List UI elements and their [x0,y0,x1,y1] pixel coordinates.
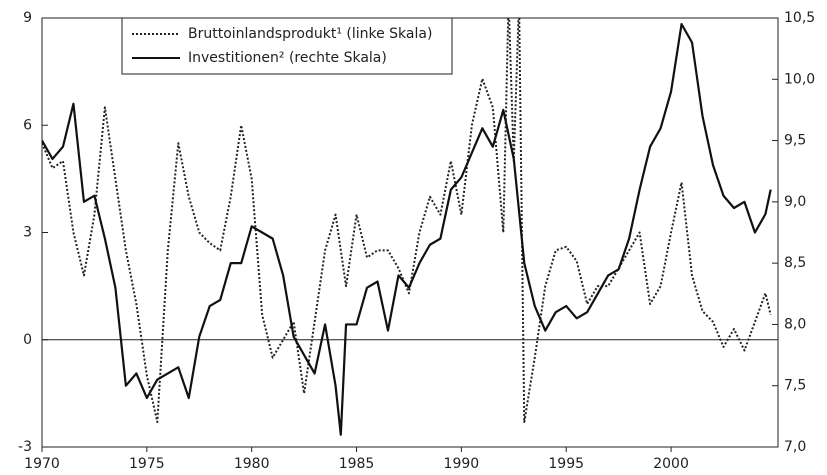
x-tick-label: 1975 [129,456,165,472]
y2-tick-label: 9,5 [784,133,806,149]
y-tick-label: 0 [23,332,32,348]
x-tick-label: 1995 [548,456,584,472]
series-line [42,23,772,436]
y-tick-label: 9 [23,10,32,26]
x-tick-label: 1985 [339,456,375,472]
legend-box [121,17,453,75]
y2-tick-label: 10,5 [784,10,815,26]
x-tick-label: 2000 [653,456,689,472]
series-line [42,18,772,423]
legend-label: Bruttoinlandsprodukt¹ (linke Skala) [188,26,432,42]
plot-frame [41,17,779,448]
plot-area [42,18,772,436]
x-tick-label: 1980 [234,456,270,472]
y2-tick-label: 10,0 [784,71,815,87]
y2-tick-label: 8,0 [784,316,806,332]
y2-tick-label: 8,5 [784,255,806,271]
y-tick-label: 3 [23,225,32,241]
y-tick-label: -3 [18,439,32,455]
y2-tick-label: 9,0 [784,194,806,210]
x-tick-label: 1990 [444,456,480,472]
x-tick-label: 1970 [24,456,60,472]
y-tick-label: 6 [23,117,32,133]
y2-tick-label: 7,0 [784,439,806,455]
y2-tick-label: 7,5 [784,378,806,394]
legend-label: Investitionen² (rechte Skala) [188,50,387,66]
